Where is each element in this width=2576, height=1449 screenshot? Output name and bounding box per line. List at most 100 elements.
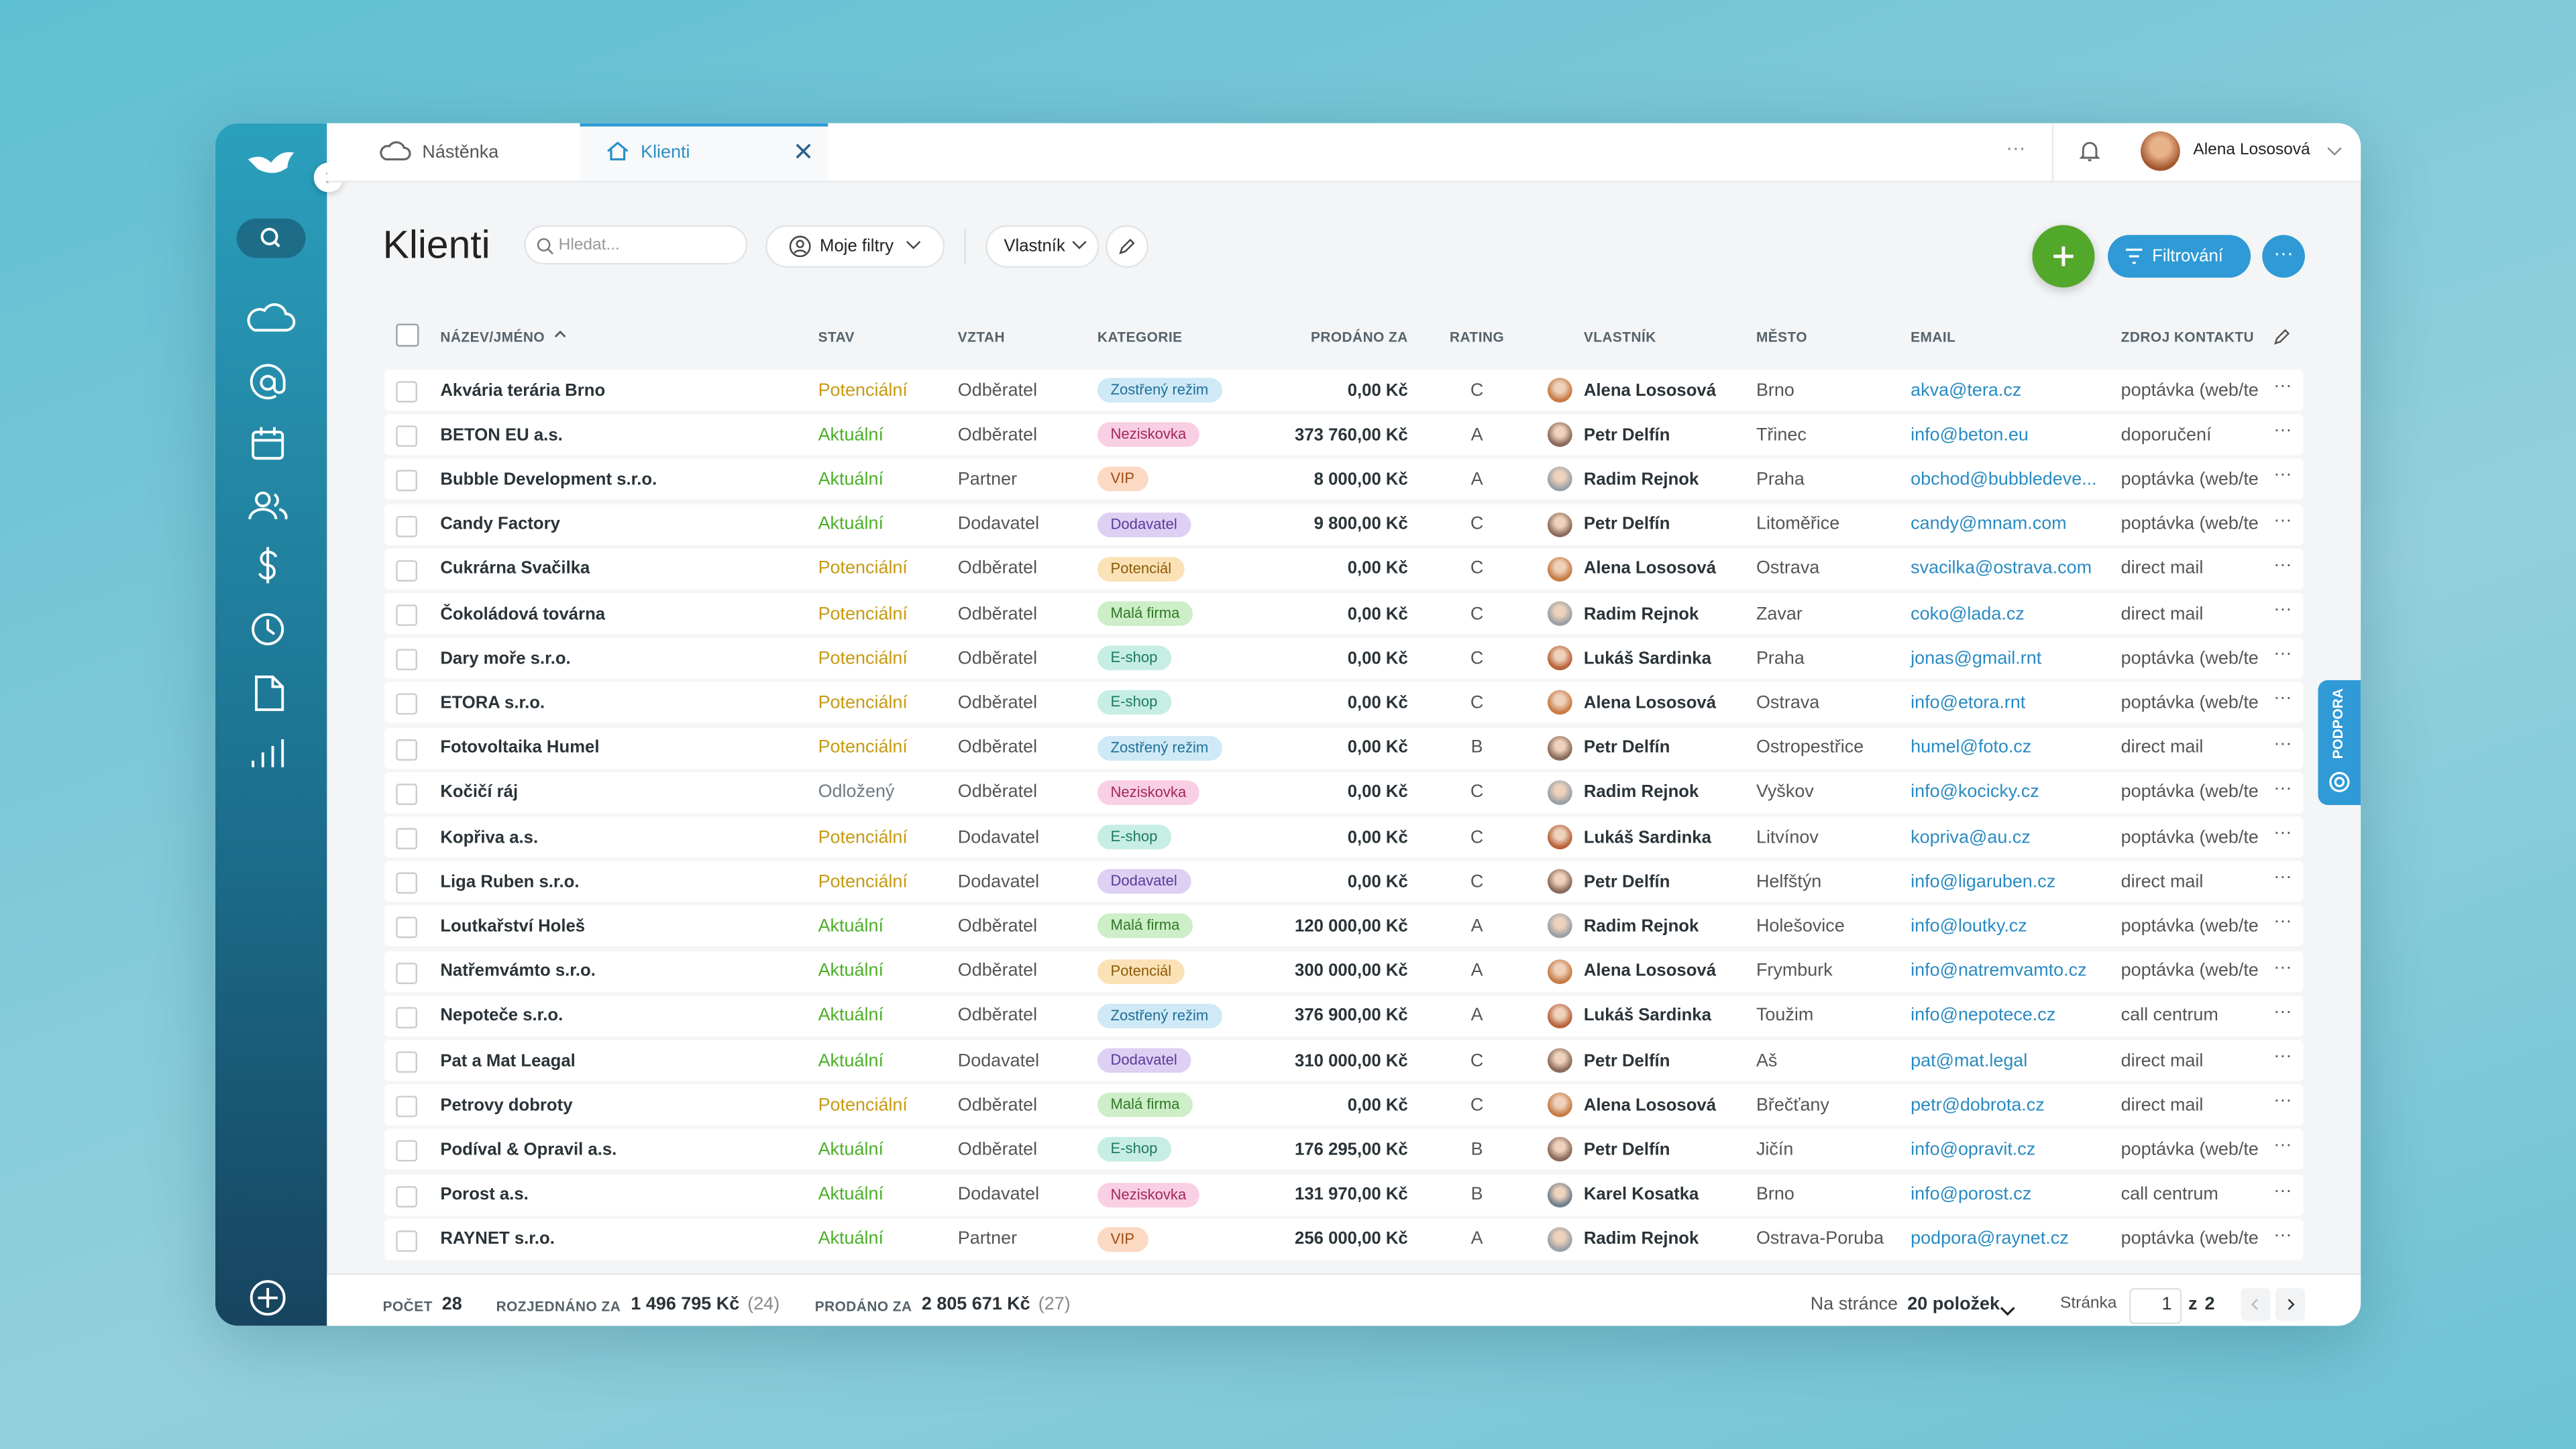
email[interactable]: info@ligaruben.cz — [1911, 871, 2056, 892]
owner[interactable]: Radim Rejnok — [1583, 782, 1699, 802]
client-name[interactable]: ETORA s.r.o. — [440, 693, 545, 713]
row-checkbox[interactable] — [396, 381, 418, 403]
column-header[interactable]: RATING — [1450, 328, 1505, 345]
row-menu[interactable]: ··· — [2273, 599, 2292, 620]
email[interactable]: svacilka@ostrava.com — [1911, 559, 2092, 579]
owner[interactable]: Lukáš Sardinka — [1583, 1006, 1711, 1026]
table-row[interactable] — [384, 637, 2304, 679]
column-header[interactable]: ZDROJ KONTAKTU — [2121, 328, 2255, 345]
user-avatar[interactable] — [2141, 131, 2180, 171]
row-menu[interactable]: ··· — [2273, 733, 2292, 754]
owner[interactable]: Alena Lososová — [1583, 380, 1717, 400]
row-menu[interactable]: ··· — [2273, 555, 2292, 575]
email[interactable]: info@opravit.cz — [1911, 1140, 2036, 1160]
client-name[interactable]: Petrovy dobroty — [440, 1095, 573, 1116]
client-name[interactable]: BETON EU a.s. — [440, 425, 563, 445]
client-name[interactable]: Akvária terária Brno — [440, 380, 606, 400]
table-row[interactable] — [384, 682, 2304, 724]
row-checkbox[interactable] — [396, 872, 418, 894]
row-menu[interactable]: ··· — [2273, 822, 2292, 843]
column-header[interactable]: KATEGORIE — [1097, 328, 1183, 345]
active-tab[interactable] — [580, 123, 828, 181]
email[interactable]: podpora@raynet.cz — [1911, 1229, 2069, 1249]
client-name[interactable]: Bubble Development s.r.o. — [440, 470, 657, 490]
table-row[interactable] — [384, 459, 2304, 500]
tab-label[interactable]: Klienti — [641, 143, 690, 163]
row-checkbox[interactable] — [396, 515, 418, 537]
page-number[interactable]: 1 — [2161, 1294, 2172, 1315]
owner[interactable]: Radim Rejnok — [1583, 916, 1699, 936]
owner[interactable]: Petr Delfín — [1583, 871, 1670, 892]
owner[interactable]: Petr Delfín — [1583, 1051, 1670, 1071]
header-checkbox[interactable] — [396, 323, 419, 347]
client-name[interactable]: Pat a Mat Leagal — [440, 1051, 576, 1071]
row-menu[interactable]: ··· — [2273, 957, 2292, 977]
row-menu[interactable]: ··· — [2273, 1180, 2292, 1201]
client-name[interactable]: Nepoteče s.r.o. — [440, 1006, 564, 1026]
more-button[interactable]: ··· — [2262, 235, 2305, 278]
page-input[interactable] — [2129, 1288, 2182, 1324]
table-row[interactable] — [384, 816, 2304, 858]
client-name[interactable]: Natřemvámto s.r.o. — [440, 961, 596, 981]
table-row[interactable] — [384, 1218, 2304, 1260]
prev-page[interactable] — [2241, 1288, 2271, 1321]
client-name[interactable]: Čokoládová továrna — [440, 604, 606, 624]
table-row[interactable] — [384, 593, 2304, 635]
email[interactable]: info@loutky.cz — [1911, 916, 2027, 936]
table-row[interactable] — [384, 771, 2304, 813]
row-checkbox[interactable] — [396, 470, 418, 492]
owner[interactable]: Radim Rejnok — [1583, 604, 1699, 624]
footer-per-page[interactable]: 20 položek — [1907, 1294, 2000, 1315]
row-menu[interactable]: ··· — [2273, 1136, 2292, 1156]
owner[interactable]: Lukáš Sardinka — [1583, 827, 1711, 847]
row-checkbox[interactable] — [396, 604, 418, 627]
table-row[interactable] — [384, 906, 2304, 947]
owner[interactable]: Radim Rejnok — [1583, 1229, 1699, 1249]
email[interactable]: info@porost.cz — [1911, 1184, 2032, 1205]
owner[interactable]: Petr Delfín — [1583, 514, 1670, 535]
row-menu[interactable]: ··· — [2273, 644, 2292, 664]
owner[interactable]: Radim Rejnok — [1583, 470, 1699, 490]
owner[interactable]: Petr Delfín — [1583, 1140, 1670, 1160]
add-button[interactable] — [2032, 225, 2095, 288]
email[interactable]: akva@tera.cz — [1911, 380, 2022, 400]
table-row[interactable] — [384, 414, 2304, 455]
table-row[interactable] — [384, 548, 2304, 590]
support-tab[interactable]: PODPORA — [2318, 680, 2361, 806]
client-name[interactable]: Kopřiva a.s. — [440, 827, 539, 847]
email[interactable]: pat@mat.legal — [1911, 1051, 2028, 1071]
client-name[interactable]: Cukrárna Svačilka — [440, 559, 590, 579]
owner[interactable]: Petr Delfín — [1583, 737, 1670, 758]
row-menu[interactable]: ··· — [2273, 778, 2292, 798]
row-menu[interactable]: ··· — [2273, 1002, 2292, 1022]
owner[interactable]: Alena Lososová — [1583, 693, 1717, 713]
email[interactable]: info@nepotece.cz — [1911, 1006, 2056, 1026]
row-checkbox[interactable] — [396, 1230, 418, 1252]
table-row[interactable] — [384, 995, 2304, 1036]
owner-filter-label[interactable]: Vlastník — [1004, 236, 1065, 257]
table-row[interactable] — [384, 727, 2304, 769]
table-row[interactable] — [384, 370, 2304, 411]
client-name[interactable]: Candy Factory — [440, 514, 560, 535]
row-checkbox[interactable] — [396, 917, 418, 939]
row-checkbox[interactable] — [396, 962, 418, 983]
column-header[interactable]: VZTAH — [957, 328, 1006, 345]
email[interactable]: info@etora.rnt — [1911, 693, 2026, 713]
column-header[interactable]: STAV — [818, 328, 855, 345]
row-checkbox[interactable] — [396, 739, 418, 760]
row-menu[interactable]: ··· — [2273, 421, 2292, 441]
row-menu[interactable]: ··· — [2273, 867, 2292, 888]
email[interactable]: kopriva@au.cz — [1911, 827, 2031, 847]
table-row[interactable] — [384, 1040, 2304, 1081]
email[interactable]: petr@dobrota.cz — [1911, 1095, 2045, 1116]
row-menu[interactable]: ··· — [2273, 510, 2292, 531]
client-name[interactable]: Kočičí ráj — [440, 782, 519, 802]
row-menu[interactable]: ··· — [2273, 376, 2292, 396]
row-checkbox[interactable] — [396, 1095, 418, 1118]
column-header[interactable]: NÁZEV/JMÉNO — [440, 328, 545, 345]
client-name[interactable]: Podíval & Opravil a.s. — [440, 1140, 617, 1160]
edit-button[interactable] — [1106, 225, 1148, 268]
email[interactable]: info@beton.eu — [1911, 425, 2029, 445]
tab-label[interactable]: Nástěnka — [422, 143, 499, 163]
table-row[interactable] — [384, 950, 2304, 992]
